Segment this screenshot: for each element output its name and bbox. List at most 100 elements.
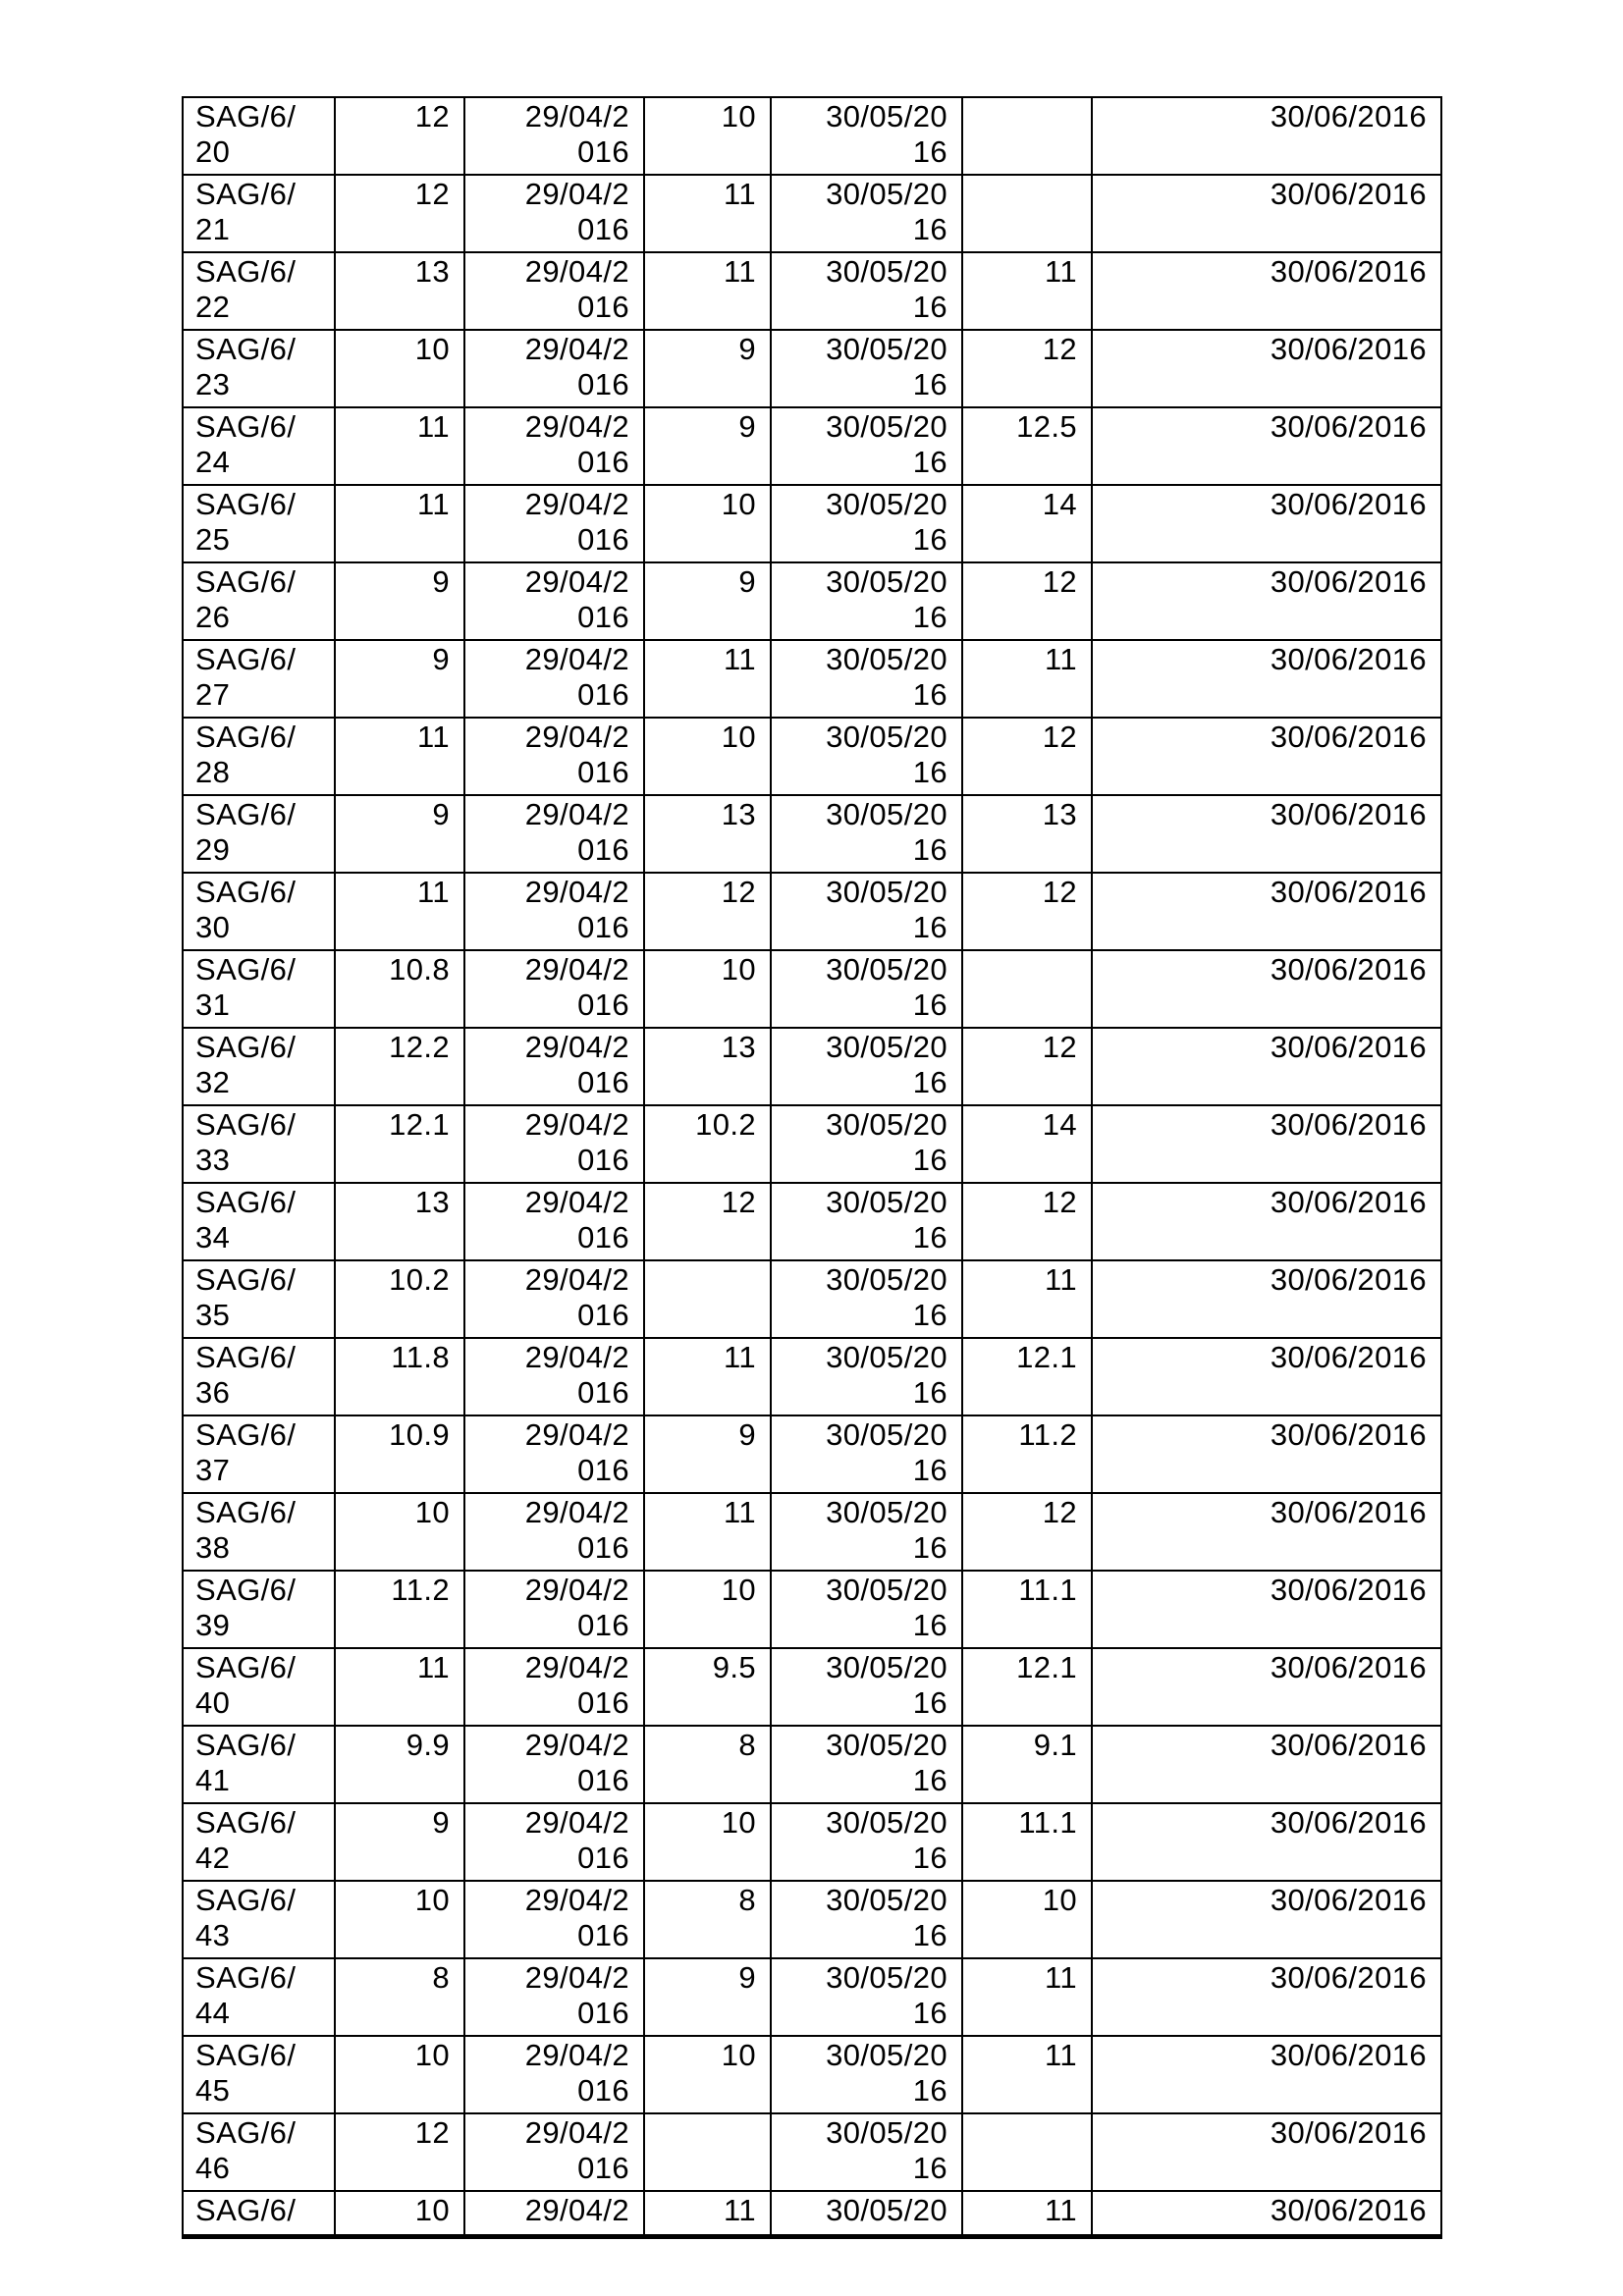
cell-value-2: 10	[643, 717, 772, 796]
table-row: SAG/6/ 37 10.9 29/04/2 016 9 30/05/20 16 11.2…	[182, 1415, 1442, 1494]
cell-date-3: 30/06/2016	[1091, 1415, 1442, 1494]
table-row: SAG/6/ 34 13 29/04/2 016 12 30/05/20 16 12 30/…	[182, 1182, 1442, 1261]
cell-date-1: 29/04/2 016	[463, 406, 645, 486]
table-row: SAG/6/ 22 13 29/04/2 016 11 30/05/20 16 11 30/…	[182, 251, 1442, 331]
cell-sample-id: SAG/6/ 41	[182, 1725, 336, 1804]
cell-value-1: 10	[334, 1880, 465, 1959]
cell-value-2: 9	[643, 406, 772, 486]
cell-date-1: 29/04/2 016	[463, 1725, 645, 1804]
cell-sample-id: SAG/6/ 36	[182, 1337, 336, 1416]
cell-date-1: 29/04/2 016	[463, 1492, 645, 1572]
cell-date-1: 29/04/2 016	[463, 329, 645, 408]
cell-value-1: 10	[334, 2035, 465, 2114]
cell-value-3: 12	[961, 717, 1093, 796]
cell-date-2: 30/05/20 16	[770, 872, 963, 951]
cell-value-3: 12.1	[961, 1647, 1093, 1727]
cell-value-3: 12	[961, 1182, 1093, 1261]
table-row: SAG/6/ 36 11.8 29/04/2 016 11 30/05/20 16 12.…	[182, 1337, 1442, 1416]
data-table: SAG/6/ 20 12 29/04/2 016 10 30/05/20 16 30/06…	[182, 96, 1442, 2239]
table-row: SAG/6/ 21 12 29/04/2 016 11 30/05/20 16 30/06…	[182, 174, 1442, 253]
cell-date-1: 29/04/2 016	[463, 1027, 645, 1106]
cell-value-1: 10.9	[334, 1415, 465, 1494]
cell-value-3: 13	[961, 794, 1093, 874]
cell-value-3: 11	[961, 639, 1093, 719]
cell-sample-id: SAG/6/ 23	[182, 329, 336, 408]
cell-date-3: 30/06/2016	[1091, 1182, 1442, 1261]
cell-value-3: 11	[961, 2190, 1093, 2239]
cell-value-2: 11	[643, 639, 772, 719]
cell-sample-id: SAG/6/ 25	[182, 484, 336, 563]
cell-value-1: 9	[334, 639, 465, 719]
cell-value-1: 11	[334, 484, 465, 563]
cell-value-1: 12.2	[334, 1027, 465, 1106]
cell-date-3: 30/06/2016	[1091, 174, 1442, 253]
cell-date-2: 30/05/20	[770, 2190, 963, 2239]
cell-date-2: 30/05/20 16	[770, 639, 963, 719]
cell-date-2: 30/05/20 16	[770, 1027, 963, 1106]
cell-sample-id: SAG/6/ 31	[182, 949, 336, 1029]
cell-date-3: 30/06/2016	[1091, 406, 1442, 486]
cell-value-3: 12.5	[961, 406, 1093, 486]
cell-date-3: 30/06/2016	[1091, 1337, 1442, 1416]
cell-value-2: 10.2	[643, 1104, 772, 1184]
cell-value-3: 12	[961, 1027, 1093, 1106]
cell-date-1: 29/04/2 016	[463, 1415, 645, 1494]
cell-sample-id: SAG/6/ 29	[182, 794, 336, 874]
table-row: SAG/6/ 25 11 29/04/2 016 10 30/05/20 16 14 30/…	[182, 484, 1442, 563]
cell-date-1: 29/04/2 016	[463, 251, 645, 331]
cell-value-1: 12	[334, 2112, 465, 2192]
cell-value-2: 9	[643, 1415, 772, 1494]
cell-value-3: 10	[961, 1880, 1093, 1959]
cell-date-3: 30/06/2016	[1091, 1647, 1442, 1727]
cell-value-3: 11	[961, 2035, 1093, 2114]
table-row: SAG/6/ 24 11 29/04/2 016 9 30/05/20 16 12.5 30…	[182, 406, 1442, 486]
table-row: SAG/6/ 39 11.2 29/04/2 016 10 30/05/20 16 11.…	[182, 1570, 1442, 1649]
cell-sample-id: SAG/6/ 42	[182, 1802, 336, 1882]
cell-date-2: 30/05/20 16	[770, 717, 963, 796]
cell-value-2: 10	[643, 1802, 772, 1882]
cell-date-2: 30/05/20 16	[770, 949, 963, 1029]
cell-date-3: 30/06/2016	[1091, 2190, 1442, 2239]
cell-value-1: 9	[334, 1802, 465, 1882]
cell-value-1: 12	[334, 174, 465, 253]
cell-date-3: 30/06/2016	[1091, 717, 1442, 796]
cell-date-1: 29/04/2 016	[463, 561, 645, 641]
table-row: SAG/6/ 23 10 29/04/2 016 9 30/05/20 16 12 30/0…	[182, 329, 1442, 408]
cell-value-1: 12.1	[334, 1104, 465, 1184]
cell-value-1: 12	[334, 96, 465, 176]
cell-date-2: 30/05/20 16	[770, 329, 963, 408]
cell-value-1: 11	[334, 872, 465, 951]
cell-value-2: 10	[643, 1570, 772, 1649]
cell-value-1: 11	[334, 717, 465, 796]
cell-date-1: 29/04/2 016	[463, 1337, 645, 1416]
cell-value-2: 9	[643, 1957, 772, 2037]
table-row: SAG/6/ 26 9 29/04/2 016 9 30/05/20 16 12 30/06…	[182, 561, 1442, 641]
table-row-partial: SAG/6/10 29/04/2 11 30/05/20 11 30/06/2016	[182, 2190, 1442, 2239]
cell-sample-id: SAG/6/ 28	[182, 717, 336, 796]
cell-value-3: 11.2	[961, 1415, 1093, 1494]
cell-value-1: 8	[334, 1957, 465, 2037]
cell-date-3: 30/06/2016	[1091, 1027, 1442, 1106]
cell-value-3: 11	[961, 251, 1093, 331]
cell-value-1: 9.9	[334, 1725, 465, 1804]
table-row: SAG/6/ 40 11 29/04/2 016 9.5 30/05/20 16 12.1…	[182, 1647, 1442, 1727]
cell-value-3: 11	[961, 1259, 1093, 1339]
cell-date-3: 30/06/2016	[1091, 2035, 1442, 2114]
cell-date-2: 30/05/20 16	[770, 96, 963, 176]
cell-date-3: 30/06/2016	[1091, 1492, 1442, 1572]
cell-value-1: 10.2	[334, 1259, 465, 1339]
cell-value-3: 12	[961, 329, 1093, 408]
cell-date-1: 29/04/2 016	[463, 1802, 645, 1882]
cell-sample-id: SAG/6/ 39	[182, 1570, 336, 1649]
cell-value-2	[643, 2112, 772, 2192]
cell-value-2: 11	[643, 251, 772, 331]
cell-date-3: 30/06/2016	[1091, 329, 1442, 408]
cell-date-1: 29/04/2 016	[463, 174, 645, 253]
cell-value-2: 12	[643, 1182, 772, 1261]
cell-value-1: 10	[334, 1492, 465, 1572]
cell-date-2: 30/05/20 16	[770, 1570, 963, 1649]
cell-date-2: 30/05/20 16	[770, 1259, 963, 1339]
cell-value-2: 13	[643, 1027, 772, 1106]
cell-value-1: 10	[334, 2190, 465, 2239]
cell-value-2: 11	[643, 174, 772, 253]
